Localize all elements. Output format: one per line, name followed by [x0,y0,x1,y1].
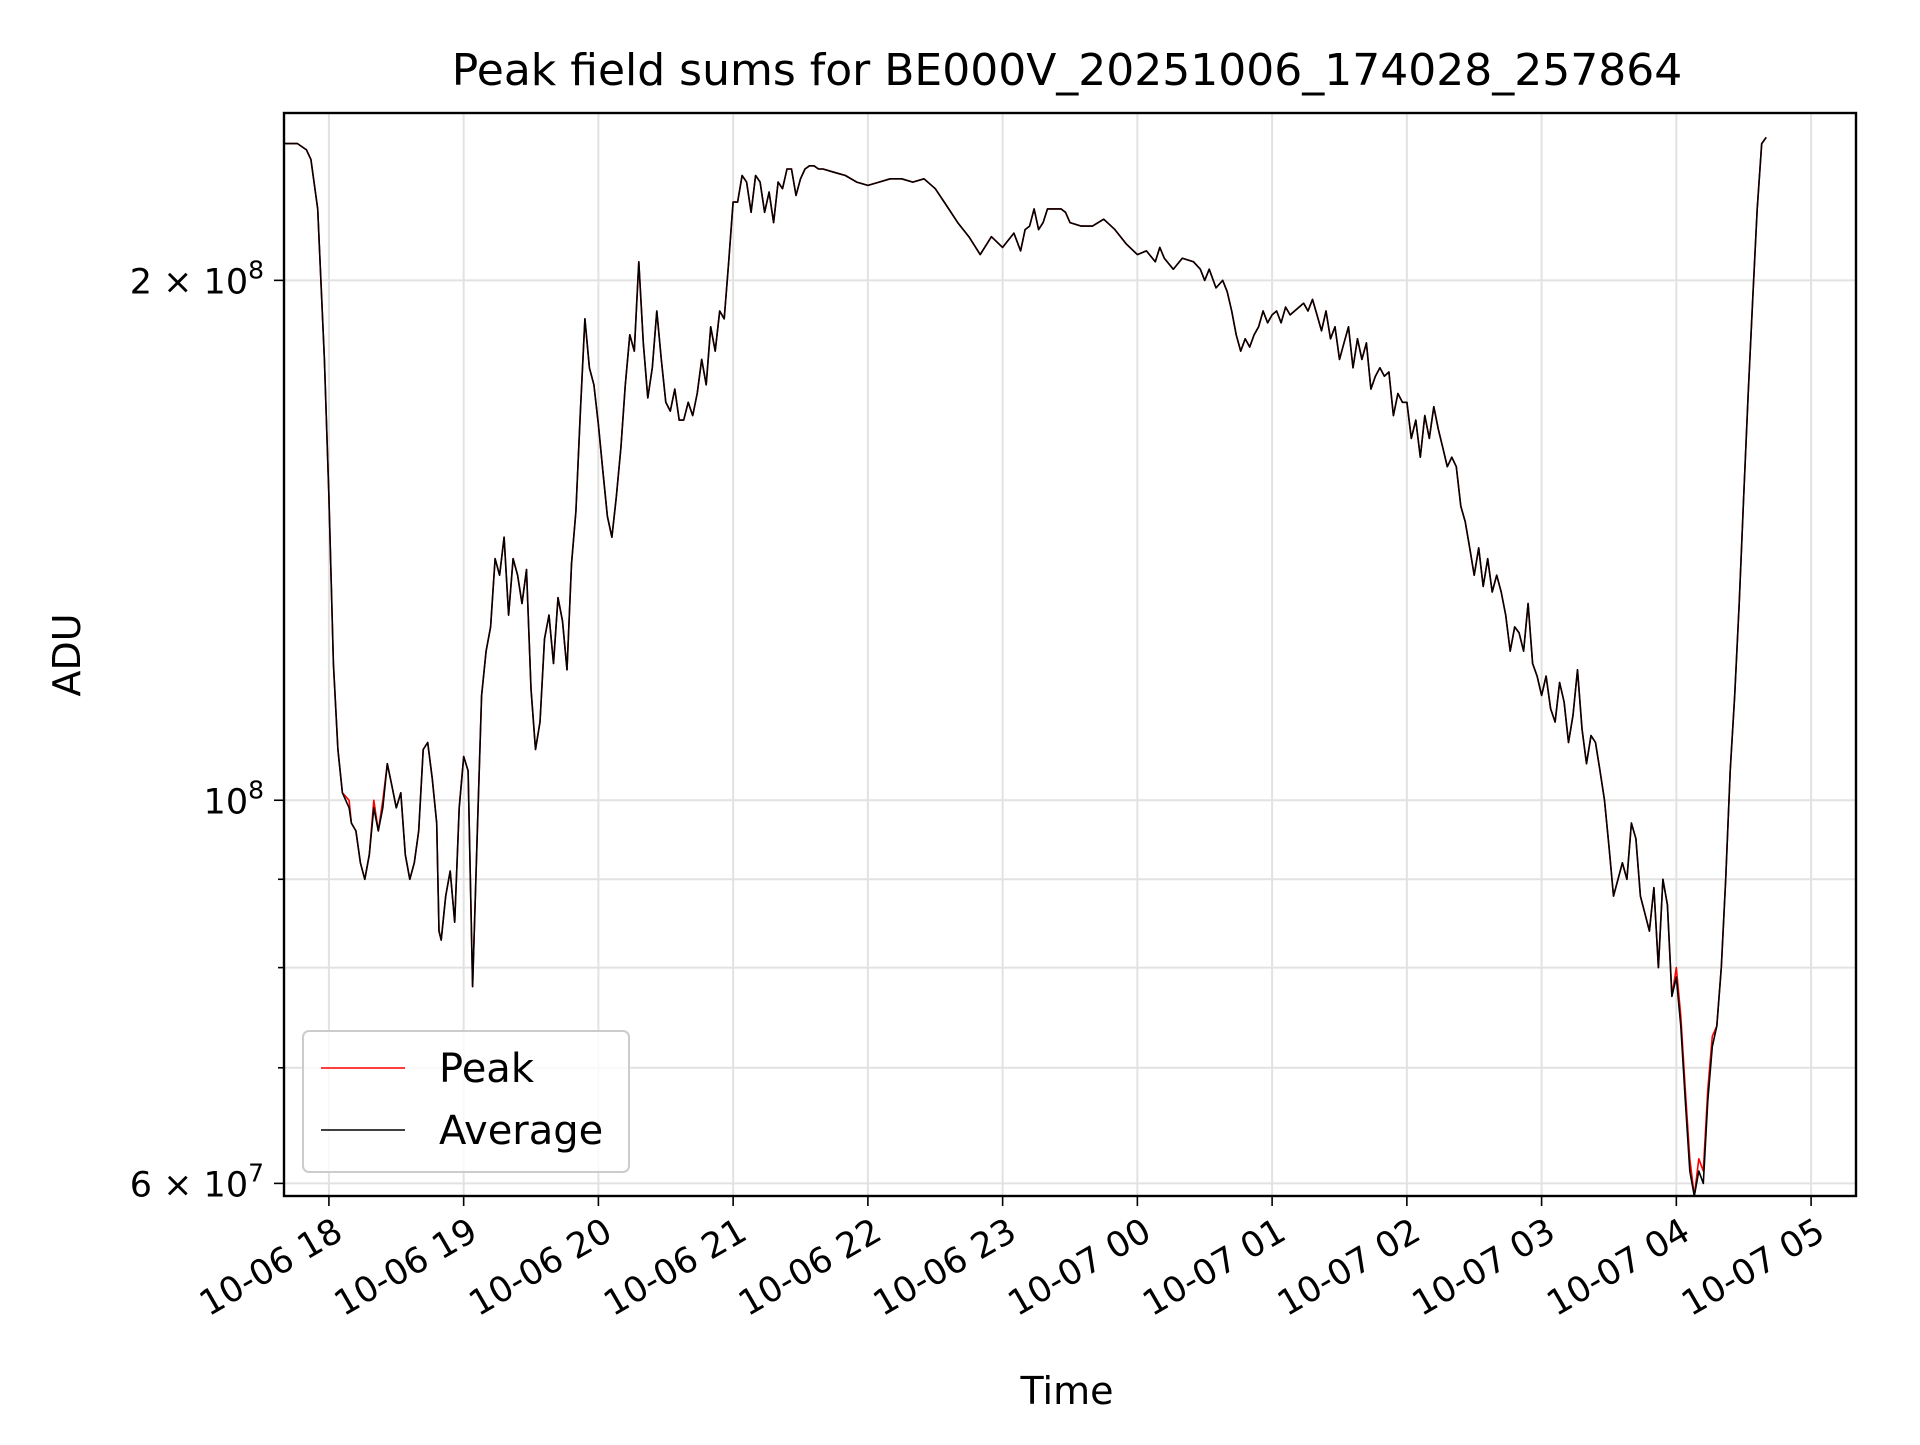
series-lines [284,136,1767,1197]
legend-label-average: Average [439,1108,603,1154]
y-tick-label: 2 × 108 [130,255,264,302]
y-axis-label: ADU [45,613,89,696]
legend: Peak Average [302,1030,630,1173]
chart-title: Peak field sums for BE000V_20251006_1740… [452,45,1682,96]
y-tick-label: 6 × 107 [130,1158,264,1205]
x-axis-label: Time [1020,1369,1114,1413]
legend-label-peak: Peak [439,1046,535,1092]
series-line-average [284,136,1767,1197]
grid-lines [284,113,1856,1196]
plot-frame [282,111,1858,1198]
legend-box [302,1030,630,1173]
